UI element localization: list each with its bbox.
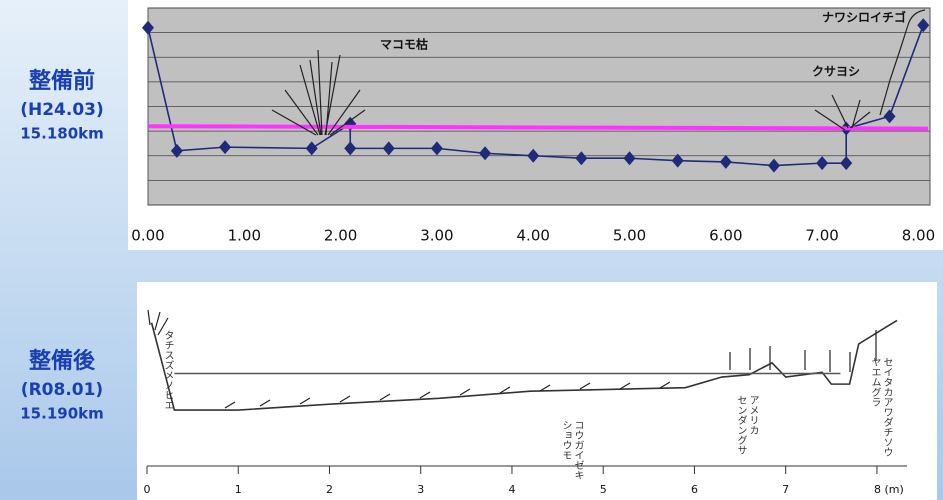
annotation: コウガイゼキ xyxy=(572,420,584,480)
data-point xyxy=(142,20,154,35)
data-point xyxy=(917,18,930,33)
x-tick-label: 3.00 xyxy=(420,227,453,245)
annotation: ショウモ xyxy=(560,420,571,460)
panel-km: 15.180km xyxy=(20,125,104,143)
data-point xyxy=(305,141,318,156)
x-tick-label: 3 xyxy=(417,483,424,496)
data-point xyxy=(671,153,684,168)
annotation: センダングサ xyxy=(735,395,747,455)
data-point xyxy=(767,158,780,173)
chart-top: 0.00 1.00 2.00 3.00 4.00 5.00 6.00 7.00 8.00 マコモ枯… xyxy=(131,7,935,245)
annotation: アメリカ xyxy=(747,395,758,435)
x-tick-label: 6.00 xyxy=(709,227,742,245)
x-tick-label: 1.00 xyxy=(228,227,261,245)
x-tick-label: 2.00 xyxy=(324,227,357,245)
series-line xyxy=(150,319,898,411)
panel-km: 15.190km xyxy=(20,405,104,423)
x-tick-label: 6 xyxy=(691,483,698,496)
annotation: クサヨシ xyxy=(812,65,860,79)
data-point xyxy=(527,148,540,163)
x-tick-label: 0.00 xyxy=(131,227,164,245)
annotation: ヤエムグラ xyxy=(869,357,881,407)
panel-title: 整備後 xyxy=(29,348,96,374)
annotation: ナワシロイチゴ xyxy=(822,10,906,25)
x-tick-label: 5 xyxy=(600,483,607,496)
data-point xyxy=(719,154,732,169)
x-tick-label: 7 xyxy=(782,483,789,496)
annotation: マコモ枯 xyxy=(380,37,428,52)
data-point xyxy=(575,151,588,166)
data-point xyxy=(219,140,232,155)
x-tick-label: 8.00 xyxy=(902,227,935,245)
x-tick-label: 7.00 xyxy=(805,227,838,245)
data-point xyxy=(344,141,357,156)
x-tick-label: 2 xyxy=(326,483,333,496)
annotation: タチスズメノヒエ xyxy=(162,330,174,410)
series-line xyxy=(147,124,929,131)
panel-date: (R08.01) xyxy=(21,380,103,400)
x-tick-label: 4 xyxy=(508,483,515,496)
x-tick-label: 5.00 xyxy=(613,227,646,245)
panel-title: 整備前 xyxy=(29,68,95,94)
data-point xyxy=(382,141,395,156)
data-point xyxy=(883,109,896,124)
data-point xyxy=(430,141,443,156)
panel-date: (H24.03) xyxy=(20,100,104,120)
x-tick-label: 1 xyxy=(235,483,242,496)
data-point xyxy=(816,156,829,171)
data-point xyxy=(840,156,853,171)
data-point xyxy=(170,143,183,158)
data-point xyxy=(479,146,492,161)
data-point xyxy=(623,151,636,166)
x-tick-label: 4.00 xyxy=(517,227,550,245)
x-tick-label: 0 xyxy=(144,483,151,496)
plant-drawings xyxy=(147,9,926,409)
annotation: セイタカアワダチソウ xyxy=(881,357,893,457)
x-tick-label: 8 (m) xyxy=(874,483,904,496)
